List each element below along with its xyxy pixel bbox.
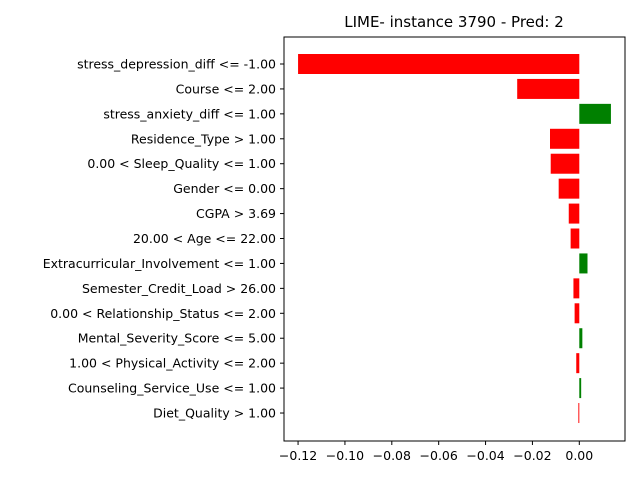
bar-0 [298,54,580,74]
x-tick-label-0: −0.12 [279,448,317,463]
y-tick-label-7: 20.00 < Age <= 22.00 [133,231,276,246]
bar-4 [550,153,580,174]
plot-frame [283,36,626,442]
y-tick-label-3: Residence_Type > 1.00 [131,131,276,146]
bar-13 [579,378,582,399]
bar-5 [558,178,580,199]
y-tick-label-0: stress_depression_diff <= -1.00 [77,57,276,72]
bar-9 [573,278,580,299]
y-tick-label-13: Counseling_Service_Use <= 1.00 [68,381,276,396]
y-tick-label-6: CGPA > 3.69 [196,206,276,221]
bar-3 [550,128,580,149]
bar-2 [579,103,611,124]
bar-10 [574,303,580,324]
y-tick-label-8: Extracurricular_Involvement <= 1.00 [43,256,276,271]
x-tick-label-5: −0.02 [513,448,551,463]
y-tick-label-9: Semester_Credit_Load > 26.00 [82,281,276,296]
x-tick-label-1: −0.10 [326,448,364,463]
bar-14 [578,403,580,424]
x-tick-label-6: 0.00 [565,448,593,463]
x-tick-label-4: −0.04 [466,448,504,463]
y-tick-label-2: stress_anxiety_diff <= 1.00 [103,106,276,121]
y-tick-label-14: Diet_Quality > 1.00 [153,406,276,421]
bar-12 [576,353,580,374]
bar-8 [579,253,588,274]
x-axis-ticks: −0.12 −0.10 −0.08 −0.06 −0.04 −0.02 0.00 [279,441,593,463]
x-tick-label-2: −0.08 [373,448,411,463]
x-tick-label-3: −0.06 [420,448,458,463]
y-tick-label-11: Mental_Severity_Score <= 5.00 [78,331,276,346]
chart-title: LIME- instance 3790 - Pred: 2 [344,13,564,31]
y-tick-label-4: 0.00 < Sleep_Quality <= 1.00 [87,156,276,171]
y-tick-label-12: 1.00 < Physical_Activity <= 2.00 [69,356,276,371]
y-tick-label-1: Course <= 2.00 [176,81,276,96]
bar-6 [568,203,580,224]
y-axis-ticks: stress_depression_diff <= -1.00 Course <=… [43,57,284,421]
y-tick-label-5: Gender <= 0.00 [173,181,276,196]
bar-11 [579,328,583,349]
bar-1 [517,78,580,99]
y-tick-label-10: 0.00 < Relationship_Status <= 2.00 [50,306,276,321]
bar-7 [570,228,580,249]
bars-group [298,54,611,424]
